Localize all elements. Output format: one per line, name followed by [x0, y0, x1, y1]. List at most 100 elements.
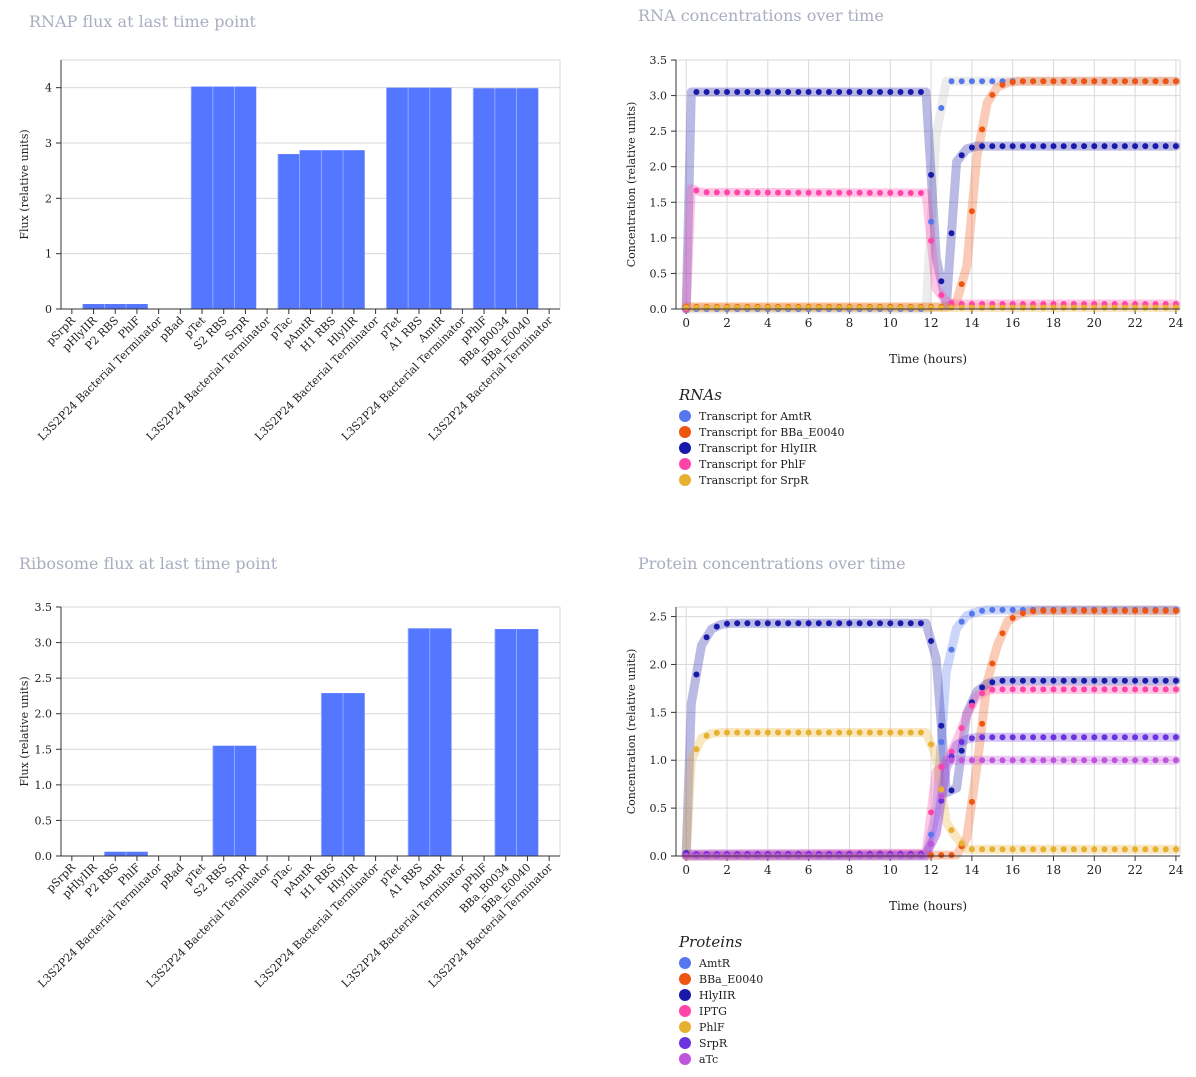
data-point — [1050, 734, 1057, 741]
data-point — [999, 677, 1006, 684]
data-point — [1162, 757, 1169, 764]
data-point — [846, 620, 853, 627]
data-point — [1081, 757, 1088, 764]
data-point — [928, 638, 935, 644]
x-tick-label: 24 — [1168, 316, 1184, 330]
data-point — [948, 748, 955, 755]
data-point — [805, 89, 812, 95]
data-point — [1142, 757, 1149, 764]
data-point — [979, 690, 986, 697]
data-point — [917, 729, 924, 736]
data-point — [1152, 686, 1159, 693]
data-point — [1172, 846, 1179, 853]
data-point — [958, 152, 965, 159]
ribosome-chart-title: Ribosome flux at last time point — [19, 554, 278, 573]
x-tick-label: 18 — [1046, 863, 1061, 877]
data-point — [1009, 677, 1016, 684]
data-point — [928, 237, 935, 244]
legend-swatch — [679, 474, 691, 486]
data-point — [815, 620, 822, 627]
data-point — [1050, 757, 1057, 764]
data-point — [938, 763, 945, 770]
y-tick-label: 3 — [45, 137, 52, 150]
data-point — [1040, 686, 1047, 693]
data-point — [1019, 734, 1026, 741]
data-point — [703, 634, 710, 641]
data-point — [1162, 846, 1169, 853]
data-point — [795, 729, 802, 736]
bar — [104, 304, 127, 309]
bar — [299, 150, 322, 309]
bar — [104, 851, 127, 856]
data-point — [928, 171, 935, 178]
legend-label: Transcript for AmtR — [699, 409, 812, 423]
data-point — [1009, 757, 1016, 764]
data-point — [724, 189, 730, 196]
data-point — [866, 729, 873, 736]
data-point — [928, 741, 935, 748]
data-point — [1019, 846, 1026, 853]
data-point — [1132, 734, 1139, 741]
bar — [126, 304, 148, 309]
data-point — [785, 620, 792, 627]
legend-swatch — [679, 1053, 691, 1065]
data-point — [958, 747, 965, 754]
data-point — [1081, 143, 1088, 150]
data-point — [1009, 143, 1016, 150]
data-point — [1101, 757, 1108, 764]
data-point — [1142, 607, 1149, 614]
bar — [386, 87, 409, 310]
data-point — [1101, 143, 1108, 150]
data-point — [1111, 846, 1118, 853]
data-point — [999, 630, 1006, 637]
data-point — [887, 729, 894, 736]
data-point — [938, 852, 945, 859]
data-point — [938, 105, 945, 111]
x-tick-label: 4 — [764, 316, 772, 330]
legend-swatch — [679, 1037, 691, 1049]
data-point — [744, 729, 751, 736]
series-band — [681, 76, 1181, 312]
legend-swatch — [679, 458, 691, 470]
data-point — [989, 143, 996, 150]
data-point — [856, 189, 863, 196]
data-point — [1091, 734, 1098, 741]
x-tick-label: 16 — [1005, 316, 1020, 330]
y-tick-label: 2.0 — [650, 161, 668, 174]
data-point — [1121, 78, 1128, 85]
data-point — [826, 620, 832, 627]
data-point — [744, 620, 751, 627]
data-point — [979, 684, 986, 691]
x-tick-label: 10 — [883, 863, 898, 877]
data-point — [968, 702, 975, 709]
data-point — [805, 729, 812, 736]
legend-item: Transcript for SrpR — [679, 472, 844, 488]
data-point — [1060, 677, 1067, 684]
y-tick-label: 2.0 — [650, 658, 668, 671]
data-point — [928, 852, 935, 859]
data-point — [1091, 607, 1098, 614]
data-point — [1040, 607, 1047, 614]
data-point — [887, 620, 894, 627]
bar — [212, 745, 235, 856]
data-point — [764, 189, 771, 196]
data-point — [1132, 677, 1139, 684]
y-tick-label: 1.5 — [650, 196, 668, 209]
data-point — [958, 78, 965, 85]
data-point — [693, 187, 700, 194]
bar — [234, 86, 257, 309]
data-point — [1030, 686, 1037, 693]
data-point — [1060, 78, 1067, 85]
data-point — [1162, 686, 1169, 693]
data-point — [1030, 608, 1037, 615]
data-point — [1152, 607, 1159, 614]
data-point — [948, 757, 955, 764]
data-point — [1142, 686, 1149, 693]
data-point — [703, 89, 710, 95]
data-point — [1111, 607, 1118, 614]
data-point — [999, 757, 1006, 764]
data-point — [1019, 757, 1026, 764]
bar — [516, 629, 539, 856]
data-point — [1050, 607, 1057, 614]
data-point — [1121, 734, 1128, 741]
